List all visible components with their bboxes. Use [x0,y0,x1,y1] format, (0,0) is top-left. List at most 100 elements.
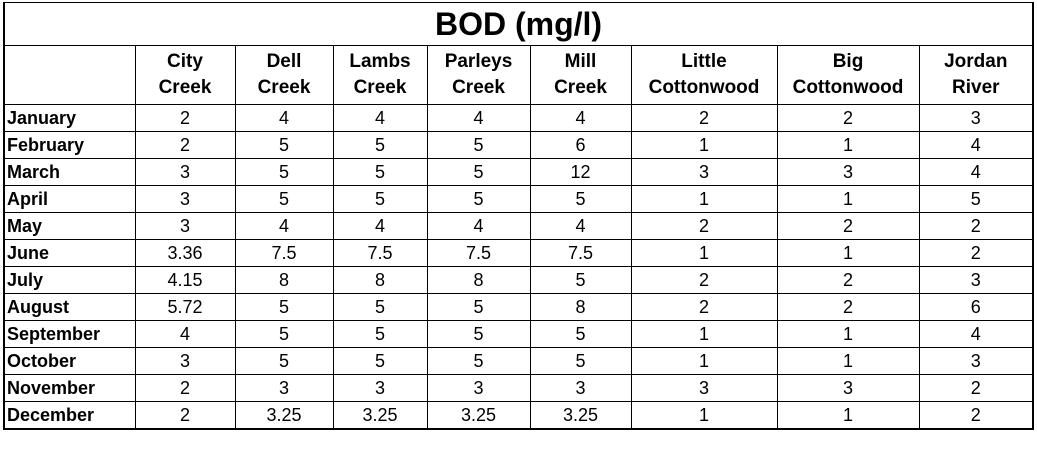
value-cell[interactable]: 1 [776,347,920,375]
value-cell[interactable]: 5 [234,185,334,213]
value-cell[interactable]: 4.15 [134,266,236,294]
value-cell[interactable]: 3 [234,374,334,402]
value-cell[interactable]: 4 [529,104,632,132]
value-cell[interactable]: 3 [776,374,920,402]
value-cell[interactable]: 8 [426,266,531,294]
month-cell[interactable]: July [3,266,136,294]
value-cell[interactable]: 2 [918,212,1035,240]
value-cell[interactable]: 3 [134,185,236,213]
value-cell[interactable]: 4 [918,320,1035,348]
value-cell[interactable]: 5 [332,158,428,186]
month-cell[interactable]: November [3,374,136,402]
value-cell[interactable]: 5 [234,158,334,186]
value-cell[interactable]: 2 [134,104,236,132]
value-cell[interactable]: 3 [776,158,920,186]
column-header[interactable]: Mill Creek [529,45,632,105]
value-cell[interactable]: 3.25 [426,401,531,430]
value-cell[interactable]: 1 [630,239,778,267]
month-cell[interactable]: February [3,131,136,159]
month-cell[interactable]: January [3,104,136,132]
value-cell[interactable]: 7.5 [332,239,428,267]
value-cell[interactable]: 5 [426,347,531,375]
value-cell[interactable]: 4 [134,320,236,348]
value-cell[interactable]: 5 [426,131,531,159]
value-cell[interactable]: 1 [776,401,920,430]
value-cell[interactable]: 4 [332,212,428,240]
value-cell[interactable]: 2 [776,104,920,132]
value-cell[interactable]: 2 [918,401,1035,430]
value-cell[interactable]: 3 [918,266,1035,294]
month-cell[interactable]: October [3,347,136,375]
value-cell[interactable]: 1 [630,347,778,375]
value-cell[interactable]: 2 [134,374,236,402]
value-cell[interactable]: 4 [234,104,334,132]
value-cell[interactable]: 3 [630,158,778,186]
value-cell[interactable]: 4 [918,131,1035,159]
month-cell[interactable]: August [3,293,136,321]
value-cell[interactable]: 3.36 [134,239,236,267]
value-cell[interactable]: 5 [332,185,428,213]
value-cell[interactable]: 2 [918,239,1035,267]
value-cell[interactable]: 5 [918,185,1035,213]
value-cell[interactable]: 5 [234,347,334,375]
value-cell[interactable]: 2 [630,104,778,132]
value-cell[interactable]: 5 [529,185,632,213]
value-cell[interactable]: 1 [630,320,778,348]
month-cell[interactable]: June [3,239,136,267]
month-cell[interactable]: March [3,158,136,186]
value-cell[interactable]: 8 [332,266,428,294]
value-cell[interactable]: 3 [918,104,1035,132]
value-cell[interactable]: 6 [918,293,1035,321]
value-cell[interactable]: 2 [776,293,920,321]
value-cell[interactable]: 4 [426,104,531,132]
value-cell[interactable]: 5 [529,320,632,348]
value-cell[interactable]: 3.25 [529,401,632,430]
value-cell[interactable]: 3 [630,374,778,402]
value-cell[interactable]: 2 [630,266,778,294]
value-cell[interactable]: 4 [234,212,334,240]
value-cell[interactable]: 5 [234,131,334,159]
value-cell[interactable]: 5 [234,293,334,321]
column-header[interactable]: Lambs Creek [332,45,428,105]
value-cell[interactable]: 3 [918,347,1035,375]
value-cell[interactable]: 5 [426,158,531,186]
value-cell[interactable]: 2 [134,401,236,430]
value-cell[interactable]: 4 [529,212,632,240]
value-cell[interactable]: 5 [332,320,428,348]
value-cell[interactable]: 5 [332,131,428,159]
value-cell[interactable]: 2 [776,266,920,294]
value-cell[interactable]: 5 [426,293,531,321]
column-header[interactable]: Big Cottonwood [776,45,920,105]
month-cell[interactable]: December [3,401,136,430]
value-cell[interactable]: 3 [529,374,632,402]
column-header[interactable]: Jordan River [918,45,1035,105]
value-cell[interactable]: 4 [426,212,531,240]
value-cell[interactable]: 5.72 [134,293,236,321]
value-cell[interactable]: 3 [134,158,236,186]
value-cell[interactable]: 2 [630,212,778,240]
value-cell[interactable]: 5 [332,347,428,375]
month-cell[interactable]: May [3,212,136,240]
value-cell[interactable]: 6 [529,131,632,159]
column-header[interactable]: City Creek [134,45,236,105]
month-cell[interactable]: April [3,185,136,213]
value-cell[interactable]: 7.5 [234,239,334,267]
table-title[interactable]: BOD (mg/l) [2,2,1035,46]
value-cell[interactable]: 3 [134,212,236,240]
value-cell[interactable]: 5 [426,185,531,213]
value-cell[interactable]: 5 [426,320,531,348]
value-cell[interactable]: 3 [426,374,531,402]
value-cell[interactable]: 2 [918,374,1035,402]
value-cell[interactable]: 1 [630,401,778,430]
column-header[interactable]: Dell Creek [234,45,334,105]
value-cell[interactable]: 5 [529,266,632,294]
value-cell[interactable]: 7.5 [529,239,632,267]
value-cell[interactable]: 1 [776,185,920,213]
value-cell[interactable]: 8 [529,293,632,321]
value-cell[interactable]: 4 [918,158,1035,186]
value-cell[interactable]: 1 [776,239,920,267]
value-cell[interactable]: 8 [234,266,334,294]
column-header[interactable]: Parleys Creek [426,45,531,105]
value-cell[interactable]: 3 [332,374,428,402]
value-cell[interactable]: 2 [630,293,778,321]
